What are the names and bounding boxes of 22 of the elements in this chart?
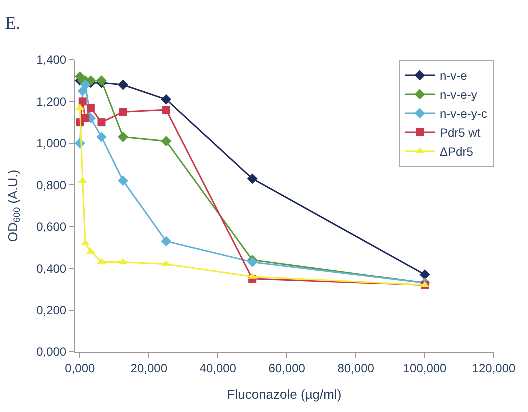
- legend-label: n-v-e-y: [440, 88, 478, 102]
- chart-title: E.: [5, 13, 21, 34]
- y-tick-label: 0,800: [36, 178, 67, 192]
- legend-label: ΔPdr5: [440, 145, 474, 160]
- y-tick-label: 0,600: [36, 220, 67, 234]
- x-tick-label: 40,000: [200, 361, 237, 376]
- x-tick-label: 60,000: [268, 361, 306, 376]
- y-tick-label: 0,400: [36, 262, 67, 276]
- x-tick-label: 0,000: [65, 361, 96, 376]
- x-tick-label: 100,000: [403, 361, 448, 376]
- y-tick-label: 1,000: [36, 136, 67, 151]
- x-tick-label: 80,000: [338, 361, 375, 376]
- x-tick-label: 20,000: [130, 361, 168, 376]
- legend-label: n-v-e-y-c: [440, 107, 488, 122]
- y-tick-label: 0,000: [36, 345, 67, 360]
- x-axis-title: Fluconazole (µg/ml): [227, 387, 342, 402]
- legend-label: n-v-e: [440, 69, 468, 84]
- x-tick-label: 120,000: [472, 361, 516, 376]
- legend-label: Pdr5 wt: [440, 126, 482, 140]
- y-tick-label: 0,200: [36, 303, 67, 318]
- y-tick-label: 1,400: [36, 53, 67, 68]
- y-tick-label: 1,200: [36, 94, 67, 109]
